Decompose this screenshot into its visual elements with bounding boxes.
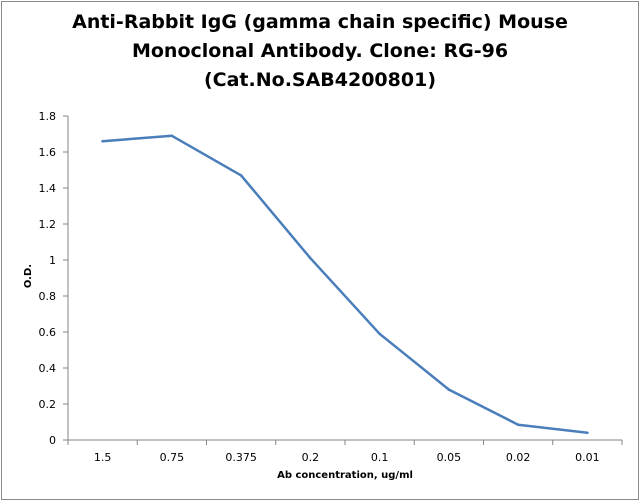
y-tick-label: 0.2	[39, 398, 57, 411]
chart-title-line-3: (Cat.No.SAB4200801)	[203, 69, 437, 91]
x-tick-label: 0.75	[160, 451, 185, 464]
axes	[63, 115, 623, 445]
y-tick-label: 1.8	[39, 110, 57, 123]
x-tick-label: 0.1	[371, 451, 389, 464]
y-tick-label: 0.8	[39, 290, 57, 303]
y-tick-label: 1.6	[39, 146, 57, 159]
y-tick-label: 0	[49, 434, 56, 447]
y-tick-label: 1	[49, 254, 56, 267]
x-axis-title: Ab concentration, ug/ml	[277, 470, 413, 481]
x-tick-labels: 1.5 0.75 0.375 0.2 0.1 0.05 0.02 0.01	[94, 451, 600, 464]
data-point	[447, 388, 451, 391]
y-tick-label: 0.6	[39, 326, 57, 339]
x-tick-label: 0.2	[302, 451, 320, 464]
data-series	[101, 134, 589, 435]
data-point	[378, 332, 381, 336]
chart-title: Anti-Rabbit IgG (gamma chain specific) M…	[0, 8, 640, 95]
x-tick-label: 0.01	[575, 451, 600, 464]
x-tick-label: 0.02	[506, 451, 531, 464]
x-tick-label: 0.375	[225, 451, 257, 464]
y-tick-label: 0.4	[39, 362, 57, 375]
series-line	[102, 134, 588, 435]
data-point	[101, 139, 104, 143]
y-tick-labels: 0 0.2 0.4 0.6 0.8 1 1.2 1.4 1.6 1.8	[39, 110, 57, 447]
data-point	[516, 423, 520, 427]
x-tick-label: 1.5	[94, 451, 112, 464]
data-point	[170, 134, 174, 138]
chart-title-line-2: Monoclonal Antibody. Clone: RG-96	[131, 40, 509, 62]
x-tick-label: 0.05	[437, 451, 462, 464]
data-point	[239, 174, 243, 177]
chart-title-line-1: Anti-Rabbit IgG (gamma chain specific) M…	[72, 11, 568, 33]
data-point	[309, 256, 312, 260]
y-axis-title: O.D.	[23, 264, 34, 288]
y-tick-label: 1.2	[39, 218, 57, 231]
data-point	[586, 431, 589, 435]
y-tick-label: 1.4	[39, 182, 57, 195]
